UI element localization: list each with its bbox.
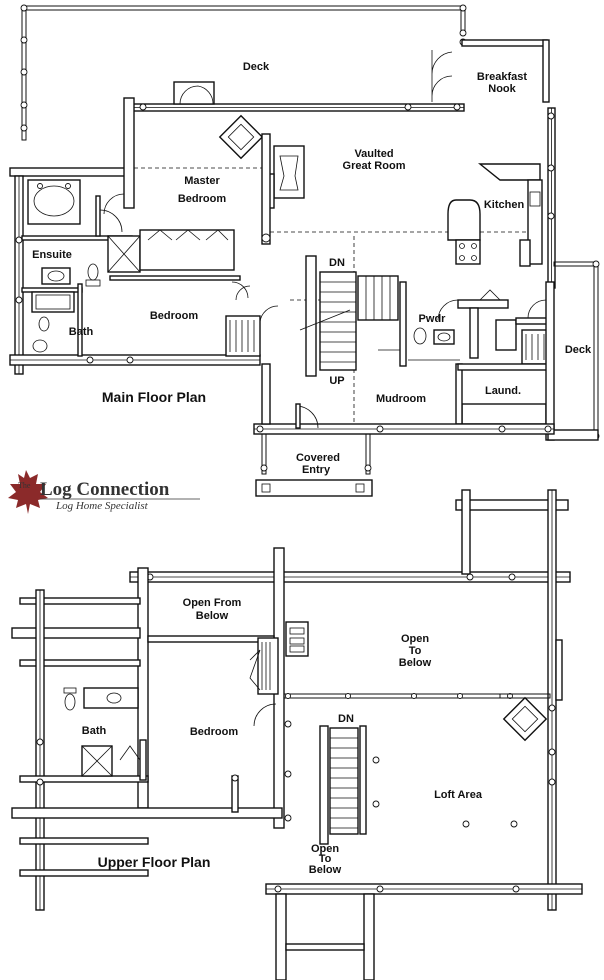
main-west-wing xyxy=(9,97,271,375)
label-up: UP xyxy=(329,375,344,387)
label-mudroom: Mudroom xyxy=(376,393,426,405)
label-bedroom-main: Bedroom xyxy=(150,310,199,322)
label-kitchen: Kitchen xyxy=(484,199,525,211)
kitchen-cabinets xyxy=(447,163,543,267)
label-open-b-1: Open xyxy=(311,843,339,855)
main-south-wall xyxy=(235,285,555,497)
maple-leaf-icon xyxy=(8,470,48,514)
label-covered: Covered xyxy=(296,452,340,464)
open-from-below-area xyxy=(147,621,309,695)
label-dn-upper: DN xyxy=(338,713,354,725)
label-open-to-2: To xyxy=(409,645,422,657)
label-open-to-3: Below xyxy=(399,657,432,669)
label-open-b-2: To xyxy=(319,853,332,865)
main-stairs xyxy=(299,255,399,377)
logo-tagline: Log Home Specialist xyxy=(55,500,149,512)
upper-floor-title: Upper Floor Plan xyxy=(98,854,211,870)
upper-stairs xyxy=(284,720,380,845)
label-pwdr: Pwdr xyxy=(419,313,447,325)
company-logo: The Log Connection Log Home Specialist xyxy=(8,470,200,514)
label-ensuite: Ensuite xyxy=(32,249,72,261)
main-floor-plan xyxy=(9,4,600,497)
deck-railing xyxy=(20,4,467,141)
main-north-wall xyxy=(127,39,556,289)
logo-the: The xyxy=(18,481,31,490)
upper-south-wall xyxy=(265,883,583,980)
label-loft: Loft Area xyxy=(434,789,483,801)
logo-name: Log Connection xyxy=(40,479,170,500)
label-entry: Entry xyxy=(302,464,331,476)
loft-railing xyxy=(283,693,551,699)
upper-bath xyxy=(63,687,147,781)
label-breakfast: Breakfast xyxy=(477,71,527,83)
label-open-from: Open From xyxy=(183,597,242,609)
upper-west-wall xyxy=(11,589,283,911)
label-bedroom-upper: Bedroom xyxy=(190,726,239,738)
loft-stove xyxy=(462,696,548,828)
upper-bedroom-doors xyxy=(231,703,277,813)
upper-north-wall xyxy=(129,489,571,911)
upper-floor-plan xyxy=(11,489,583,980)
label-nook: Nook xyxy=(488,83,516,95)
label-bath-main: Bath xyxy=(69,326,94,338)
label-master-bedroom: Bedroom xyxy=(178,193,227,205)
label-open-from-below: Below xyxy=(196,610,229,622)
wood-stove xyxy=(218,114,264,160)
label-laundry: Laund. xyxy=(485,385,521,397)
main-floor-title: Main Floor Plan xyxy=(102,389,206,405)
label-open-to-1: Open xyxy=(401,633,429,645)
label-bath-upper: Bath xyxy=(82,725,107,737)
label-great-room: Great Room xyxy=(343,160,406,172)
label-deck-top: Deck xyxy=(243,61,270,73)
fireplace xyxy=(265,145,305,209)
deck-east xyxy=(527,260,600,441)
label-master: Master xyxy=(184,175,220,187)
label-deck-right: Deck xyxy=(565,344,592,356)
label-open-b-3: Below xyxy=(309,864,342,876)
label-dn-main: DN xyxy=(329,257,345,269)
label-vaulted: Vaulted xyxy=(354,148,393,160)
